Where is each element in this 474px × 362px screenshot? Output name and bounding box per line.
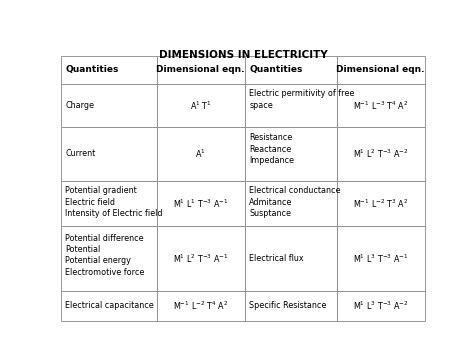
- Text: M$^{-1}$ L$^{-3}$ T$^{4}$ A$^{2}$: M$^{-1}$ L$^{-3}$ T$^{4}$ A$^{2}$: [353, 99, 409, 111]
- Text: M$^{1}$ L$^{1}$ T$^{-3}$ A$^{-1}$: M$^{1}$ L$^{1}$ T$^{-3}$ A$^{-1}$: [173, 197, 228, 210]
- Bar: [61, 226, 156, 291]
- Bar: [337, 181, 425, 226]
- Bar: [245, 127, 337, 181]
- Text: Dimensional eqn.: Dimensional eqn.: [337, 66, 425, 75]
- Bar: [156, 84, 245, 127]
- Bar: [61, 84, 156, 127]
- Text: Quantities: Quantities: [249, 66, 302, 75]
- Bar: [245, 181, 337, 226]
- Bar: [61, 291, 156, 321]
- Text: Resistance
Reactance
Impedance: Resistance Reactance Impedance: [249, 133, 294, 165]
- Text: Electric permitivity of free
space: Electric permitivity of free space: [249, 89, 355, 110]
- Bar: [337, 84, 425, 127]
- Text: M$^{-1}$ L$^{-2}$ T$^{4}$ A$^{2}$: M$^{-1}$ L$^{-2}$ T$^{4}$ A$^{2}$: [173, 300, 228, 312]
- Text: Specific Resistance: Specific Resistance: [249, 302, 327, 310]
- Bar: [61, 56, 156, 84]
- Text: Quantities: Quantities: [65, 66, 119, 75]
- Bar: [337, 226, 425, 291]
- Text: Potential gradient
Electric field
Intensity of Electric field: Potential gradient Electric field Intens…: [65, 186, 163, 218]
- Bar: [245, 226, 337, 291]
- Text: M$^{1}$ L$^{3}$ T$^{-3}$ A$^{-1}$: M$^{1}$ L$^{3}$ T$^{-3}$ A$^{-1}$: [353, 252, 409, 265]
- Text: Electrical flux: Electrical flux: [249, 254, 304, 263]
- Text: Charge: Charge: [65, 101, 94, 110]
- Text: Current: Current: [65, 150, 96, 159]
- Text: M$^{1}$ L$^{2}$ T$^{-3}$ A$^{-2}$: M$^{1}$ L$^{2}$ T$^{-3}$ A$^{-2}$: [353, 148, 409, 160]
- Text: DIMENSIONS IN ELECTRICITY: DIMENSIONS IN ELECTRICITY: [158, 50, 328, 60]
- Bar: [156, 226, 245, 291]
- Bar: [337, 56, 425, 84]
- Text: M$^{1}$ L$^{3}$ T$^{-3}$ A$^{-2}$: M$^{1}$ L$^{3}$ T$^{-3}$ A$^{-2}$: [353, 300, 409, 312]
- Bar: [337, 291, 425, 321]
- Text: Potential difference
Potential
Potential energy
Electromotive force: Potential difference Potential Potential…: [65, 233, 145, 277]
- Text: A$^{1}$: A$^{1}$: [195, 148, 206, 160]
- Bar: [156, 181, 245, 226]
- Bar: [156, 56, 245, 84]
- Bar: [156, 127, 245, 181]
- Text: Electrical conductance
Admitance
Susptance: Electrical conductance Admitance Susptan…: [249, 186, 341, 218]
- Text: Electrical capacitance: Electrical capacitance: [65, 302, 154, 310]
- Bar: [156, 291, 245, 321]
- Bar: [245, 291, 337, 321]
- Bar: [245, 56, 337, 84]
- Text: M$^{-1}$ L$^{-2}$ T$^{3}$ A$^{2}$: M$^{-1}$ L$^{-2}$ T$^{3}$ A$^{2}$: [353, 197, 409, 210]
- Text: M$^{1}$ L$^{2}$ T$^{-3}$ A$^{-1}$: M$^{1}$ L$^{2}$ T$^{-3}$ A$^{-1}$: [173, 252, 228, 265]
- Bar: [245, 84, 337, 127]
- Bar: [337, 127, 425, 181]
- Bar: [61, 181, 156, 226]
- Text: A$^{1}$ T$^{1}$: A$^{1}$ T$^{1}$: [190, 99, 212, 111]
- Text: Dimensional eqn.: Dimensional eqn.: [156, 66, 245, 75]
- Bar: [61, 127, 156, 181]
